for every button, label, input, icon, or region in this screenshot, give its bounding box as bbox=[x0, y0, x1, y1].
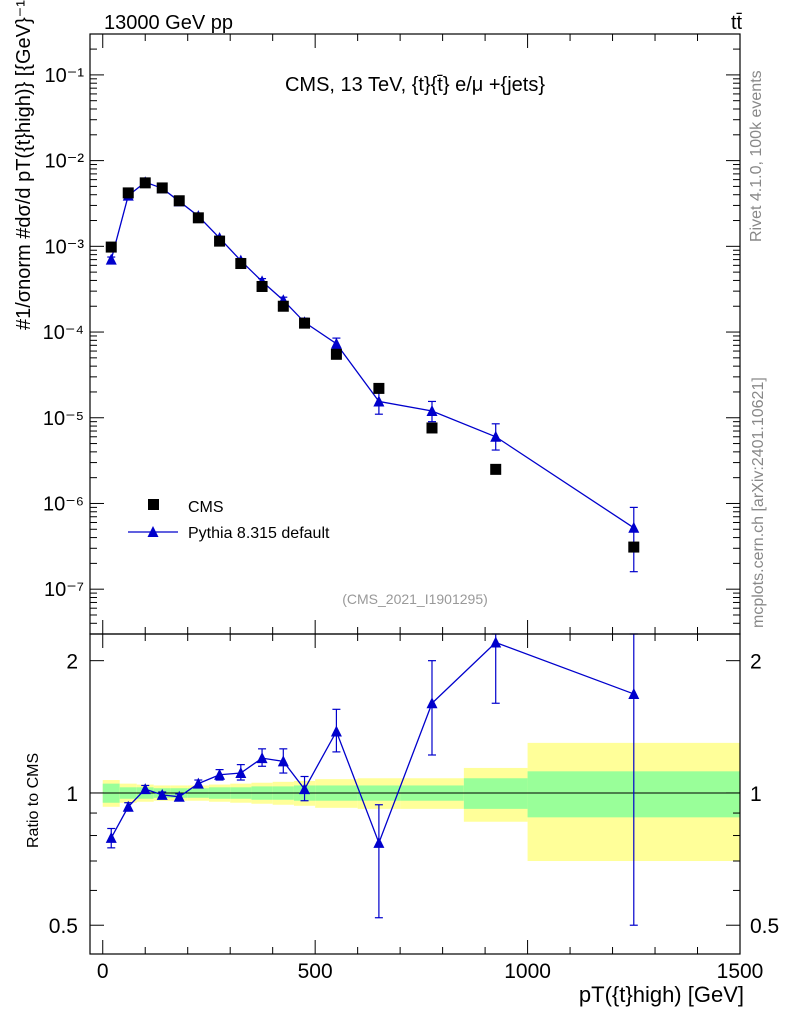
plot-title: CMS, 13 TeV, {t}{t̄} e/μ +{jets} bbox=[285, 74, 545, 96]
cms-point bbox=[173, 195, 185, 207]
cms-point bbox=[156, 182, 168, 194]
main-y-tick-label: 10⁻⁷ bbox=[44, 579, 84, 601]
main-y-tick-label: 10⁻⁴ bbox=[43, 322, 84, 344]
ratio-plot: 0.5 0.5 1 1 2 2 0 500 1000 1500 Ratio to CMS pT({… bbox=[25, 633, 779, 1007]
legend-label-pythia: Pythia 8.315 default bbox=[188, 525, 330, 542]
ratio-y-axis-label: Ratio to CMS bbox=[25, 753, 42, 848]
legend: CMS Pythia 8.315 default bbox=[128, 499, 330, 542]
ratio-point bbox=[426, 697, 438, 709]
pythia-point bbox=[628, 521, 640, 533]
pythia-point bbox=[330, 337, 342, 349]
rivet-version-label: Rivet 4.1.0, 100k events bbox=[748, 70, 765, 242]
ratio-point bbox=[299, 783, 311, 795]
ratio-point bbox=[139, 783, 151, 795]
x-tick-label: 0 bbox=[97, 960, 109, 983]
cms-point bbox=[256, 280, 268, 292]
ratio-point bbox=[490, 636, 502, 648]
legend-marker-pythia bbox=[147, 526, 159, 537]
ratio-point bbox=[105, 831, 117, 843]
cms-point bbox=[330, 348, 342, 360]
pythia-point bbox=[105, 253, 117, 265]
cms-point bbox=[426, 422, 438, 434]
ratio-point bbox=[256, 752, 268, 764]
cms-point bbox=[628, 541, 640, 553]
x-tick-label: 1500 bbox=[717, 960, 764, 983]
header-energy-label: 13000 GeV pp bbox=[104, 12, 233, 34]
cms-point bbox=[105, 241, 117, 253]
header-process-label: tt̄ bbox=[731, 12, 743, 34]
ratio-y-tick-label: 0.5 bbox=[49, 915, 78, 938]
main-plot: 10⁻⁷ 10⁻⁶ 10⁻⁵ 10⁻⁴ 10⁻³ 10⁻² 10⁻¹ CMS, 13 TeV… bbox=[13, 0, 741, 635]
cms-point bbox=[139, 177, 151, 189]
mcplots-label: mcplots.cern.ch [arXiv:2401.10621] bbox=[750, 377, 767, 628]
ratio-point bbox=[173, 790, 185, 802]
ratio-point bbox=[330, 725, 342, 737]
ratio-y-tick-label-right: 1 bbox=[750, 783, 762, 806]
cms-point bbox=[277, 300, 289, 312]
ratio-y-tick-label-right: 2 bbox=[750, 651, 762, 674]
x-tick-label: 500 bbox=[298, 960, 333, 983]
main-y-tick-label: 10⁻³ bbox=[45, 236, 85, 258]
x-tick-label: 1000 bbox=[504, 960, 551, 983]
analysis-watermark: (CMS_2021_I1901295) bbox=[342, 591, 488, 607]
main-plot-frame bbox=[89, 33, 741, 635]
pythia-point bbox=[373, 395, 385, 407]
cms-point bbox=[299, 317, 311, 329]
ratio-point bbox=[122, 800, 134, 812]
ratio-point bbox=[156, 788, 168, 800]
main-y-tick-label: 10⁻⁵ bbox=[43, 408, 84, 430]
pythia-point bbox=[490, 430, 502, 442]
main-y-tick-label: 10⁻² bbox=[45, 151, 85, 173]
legend-label-cms: CMS bbox=[188, 499, 224, 516]
cms-point bbox=[122, 187, 134, 199]
ratio-y-tick-label-right: 0.5 bbox=[750, 915, 779, 938]
pythia-line bbox=[110, 181, 635, 529]
x-axis-label: pT({t}high) [GeV] bbox=[579, 982, 744, 1007]
ratio-point bbox=[235, 767, 247, 779]
ratio-y-tick-label: 2 bbox=[66, 651, 78, 674]
ratio-plot-frame bbox=[89, 633, 741, 955]
pythia-point bbox=[426, 404, 438, 416]
ratio-point bbox=[373, 836, 385, 848]
ratio-band-inner bbox=[463, 778, 528, 809]
cms-point bbox=[235, 258, 247, 270]
ratio-line bbox=[110, 641, 635, 845]
legend-marker-cms bbox=[148, 499, 159, 510]
cms-point bbox=[490, 463, 502, 475]
main-y-axis-label: #1/σnorm #dσ/d pT({t}high)} [{GeV}⁻¹] bbox=[13, 0, 35, 330]
ratio-point bbox=[628, 687, 640, 699]
main-y-tick-label: 10⁻⁶ bbox=[43, 493, 84, 515]
cms-point bbox=[373, 382, 385, 394]
ratio-point bbox=[277, 755, 289, 767]
main-y-tick-label: 10⁻¹ bbox=[45, 65, 85, 87]
cms-point bbox=[214, 235, 226, 247]
cms-point bbox=[192, 212, 204, 224]
ratio-y-tick-label: 1 bbox=[66, 783, 78, 806]
ratio-point bbox=[192, 777, 204, 789]
ratio-point bbox=[214, 768, 226, 780]
